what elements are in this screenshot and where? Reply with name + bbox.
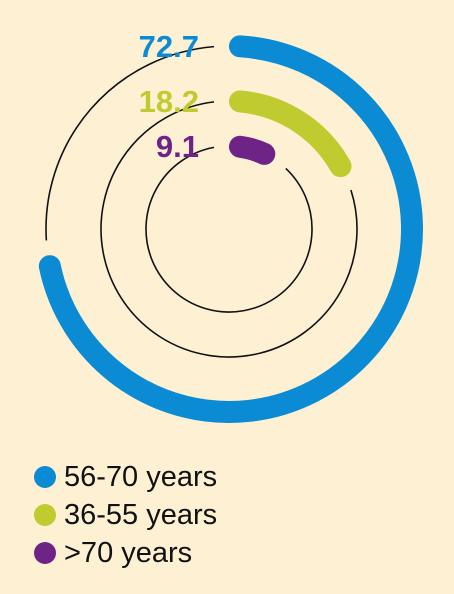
legend-label-over-70: >70 years: [64, 536, 193, 569]
value-label-over-70: 9.1: [156, 129, 199, 164]
bar-36-55: [228, 90, 352, 178]
radial-bar-chart: 72.7 18.2 9.1: [38, 29, 423, 423]
legend-item-over-70: >70 years: [34, 534, 217, 572]
legend-item-56-70: 56-70 years: [34, 458, 217, 496]
legend-swatch-over-70: [34, 542, 56, 564]
legend-label-56-70: 56-70 years: [64, 460, 218, 493]
track-36-55: [100, 101, 358, 358]
legend-swatch-56-70: [34, 466, 56, 488]
legend-label-36-55: 36-55 years: [64, 498, 218, 531]
bar-over-70: [228, 135, 276, 165]
legend: 56-70 years 36-55 years >70 years: [34, 458, 217, 572]
value-label-36-55: 18.2: [139, 84, 199, 119]
value-label-56-70: 72.7: [139, 29, 199, 64]
legend-item-36-55: 36-55 years: [34, 496, 217, 534]
legend-swatch-36-55: [34, 504, 56, 526]
bar-56-70: [38, 35, 423, 423]
track-56-70: [45, 45, 215, 241]
track-over-70: [145, 146, 313, 313]
